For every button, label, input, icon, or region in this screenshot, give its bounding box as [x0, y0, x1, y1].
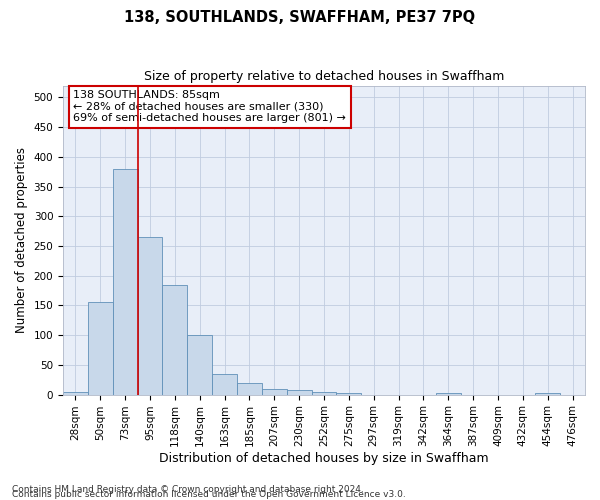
Title: Size of property relative to detached houses in Swaffham: Size of property relative to detached ho… [144, 70, 504, 83]
Bar [287, 390, 311, 394]
Text: 138, SOUTHLANDS, SWAFFHAM, PE37 7PQ: 138, SOUTHLANDS, SWAFFHAM, PE37 7PQ [124, 10, 476, 25]
Text: Contains public sector information licensed under the Open Government Licence v3: Contains public sector information licen… [12, 490, 406, 499]
Bar [311, 392, 337, 394]
Bar [163, 284, 187, 395]
X-axis label: Distribution of detached houses by size in Swaffham: Distribution of detached houses by size … [159, 452, 489, 465]
Bar [137, 237, 163, 394]
Bar [113, 169, 137, 394]
Bar [187, 335, 212, 394]
Text: Contains HM Land Registry data © Crown copyright and database right 2024.: Contains HM Land Registry data © Crown c… [12, 485, 364, 494]
Bar [436, 393, 461, 394]
Bar [262, 388, 287, 394]
Bar [88, 302, 113, 394]
Bar [63, 392, 88, 394]
Bar [535, 393, 560, 394]
Y-axis label: Number of detached properties: Number of detached properties [15, 147, 28, 333]
Bar [212, 374, 237, 394]
Text: 138 SOUTHLANDS: 85sqm
← 28% of detached houses are smaller (330)
69% of semi-det: 138 SOUTHLANDS: 85sqm ← 28% of detached … [73, 90, 346, 124]
Bar [237, 382, 262, 394]
